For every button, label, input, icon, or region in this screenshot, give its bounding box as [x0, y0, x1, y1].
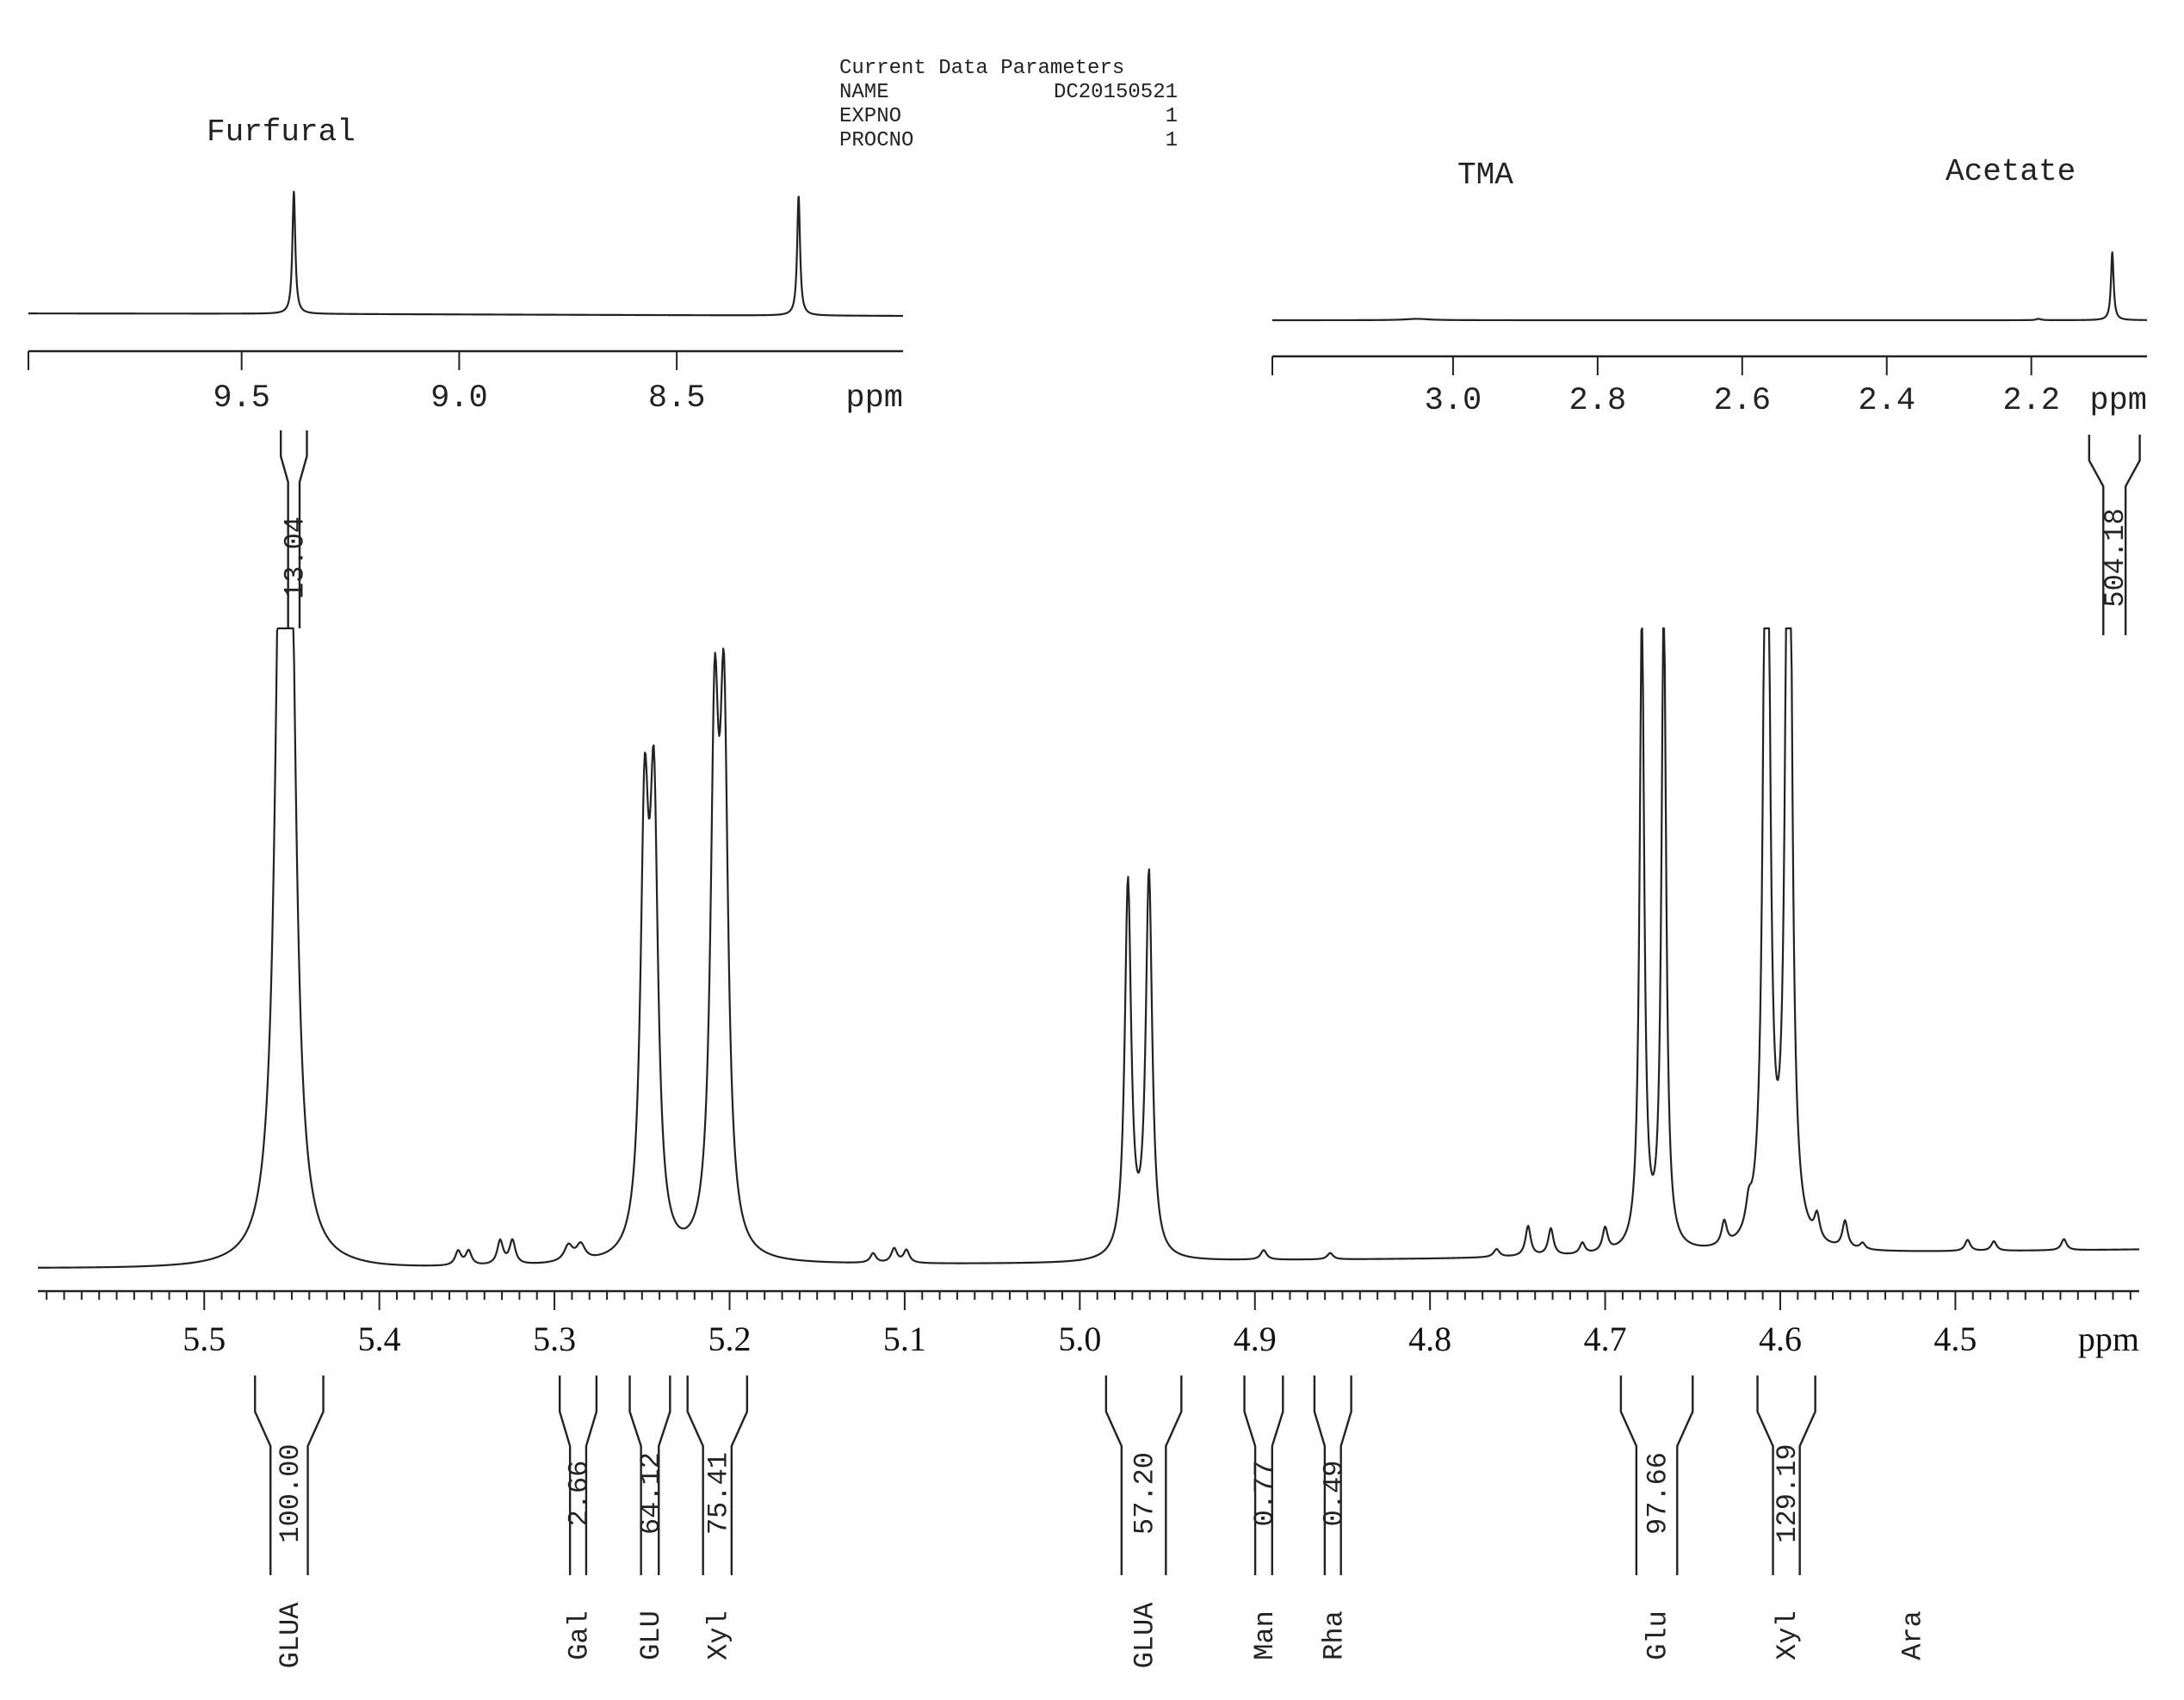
- tick-label: 3.0: [1425, 383, 1482, 419]
- param-key: PROCNO: [839, 129, 913, 152]
- tick-label: 5.0: [1058, 1320, 1101, 1358]
- integral-value: 0.49: [1318, 1461, 1350, 1527]
- sugar-label: GLU: [635, 1610, 667, 1660]
- spectrum-line: [37, 627, 2140, 1269]
- integral-value: 100.00: [275, 1443, 306, 1542]
- chart-title: Acetate: [1946, 154, 2076, 189]
- sugar-label: Glu: [1643, 1610, 1674, 1660]
- tick-label: 9.5: [213, 380, 270, 417]
- integral-bracket: [1243, 1375, 1284, 1575]
- integral-bracket: [1756, 1375, 1816, 1575]
- integral-bracket: [1313, 1375, 1352, 1575]
- integral-bracket: [1104, 1375, 1183, 1575]
- integral-value: 75.41: [702, 1452, 734, 1535]
- acquisition-parameters: Current Data Parameters NAME DC20150521 EX…: [839, 57, 1178, 152]
- tick-label: 5.4: [358, 1320, 401, 1358]
- tick-label: 9.0: [430, 380, 488, 417]
- spectrum-line: [1271, 250, 2148, 322]
- integral-value: 129.19: [1772, 1443, 1804, 1542]
- sugar-label: GLUA: [1129, 1602, 1161, 1669]
- tick-label: 2.4: [1858, 383, 1915, 419]
- sugar-label: GLUA: [275, 1602, 306, 1669]
- sugar-label: Xyl: [702, 1610, 734, 1660]
- integral-value: 504.18: [2100, 508, 2131, 607]
- param-value: 1: [1166, 105, 1178, 128]
- integral-value: 13.04: [279, 516, 311, 599]
- tick-label: 2.8: [1569, 383, 1627, 419]
- inset-right-panel: 3.0 2.8 2.6 2.4 2.2 ppm Acetate TMA 504.18: [1271, 154, 2148, 635]
- integral-bracket: [628, 1375, 671, 1575]
- tick-label: 4.5: [1933, 1320, 1977, 1358]
- tick-label: 5.5: [183, 1320, 226, 1358]
- params-rows: NAME DC20150521 EXPNO 1 PROCNO 1: [839, 81, 1178, 152]
- integral-value: 97.66: [1643, 1452, 1674, 1535]
- x-axis-unit: ppm: [2089, 383, 2147, 419]
- tick-label: 4.7: [1584, 1320, 1627, 1358]
- main-panel: 5.5 5.4 5.3 5.2 5.1 5.0 4.9 4.8 4.7 4.6 4.5 ppm 100.…: [37, 627, 2140, 1669]
- param-key: EXPNO: [839, 105, 901, 128]
- integral-bracket: [279, 430, 308, 628]
- spectrum-line: [28, 190, 904, 318]
- tick-label: 8.5: [648, 380, 706, 417]
- integral-value: 64.12: [635, 1452, 667, 1535]
- sugar-label: Gal: [564, 1610, 596, 1660]
- tick-label: 5.3: [533, 1320, 576, 1358]
- tick-label: 5.1: [883, 1320, 926, 1358]
- x-axis-unit: ppm: [845, 380, 903, 417]
- integral-value: 57.20: [1129, 1452, 1161, 1535]
- param-key: NAME: [839, 81, 889, 104]
- param-value: DC20150521: [1054, 81, 1178, 104]
- tick-label: 2.2: [2002, 383, 2060, 419]
- sugar-label: Ara: [1897, 1610, 1929, 1660]
- integral-bracket: [558, 1375, 598, 1575]
- params-heading: Current Data Parameters: [839, 57, 1124, 80]
- tick-label: 4.6: [1759, 1320, 1802, 1358]
- tick-label: 5.2: [708, 1320, 751, 1358]
- tick-label: 4.8: [1408, 1320, 1451, 1358]
- sugar-label: Xyl: [1772, 1610, 1804, 1660]
- param-value: 1: [1166, 129, 1178, 152]
- sugar-label: Rha: [1318, 1610, 1350, 1660]
- integral-value: 2.66: [564, 1461, 596, 1527]
- integral-bracket: [686, 1375, 749, 1575]
- chart-title: Furfural: [207, 114, 356, 150]
- sugar-label: Man: [1249, 1610, 1281, 1660]
- integral-value: 0.77: [1249, 1461, 1281, 1527]
- inset-left-panel: 9.5 9.0 8.5 ppm Furfural 13.04: [28, 114, 904, 628]
- integral-bracket: [2088, 435, 2141, 635]
- compound-label: TMA: [1457, 158, 1513, 193]
- integral-bracket: [254, 1375, 325, 1575]
- tick-label: 2.6: [1713, 383, 1771, 419]
- x-axis-unit: ppm: [2078, 1320, 2139, 1358]
- integral-bracket: [1619, 1375, 1694, 1575]
- tick-label: 4.9: [1234, 1320, 1277, 1358]
